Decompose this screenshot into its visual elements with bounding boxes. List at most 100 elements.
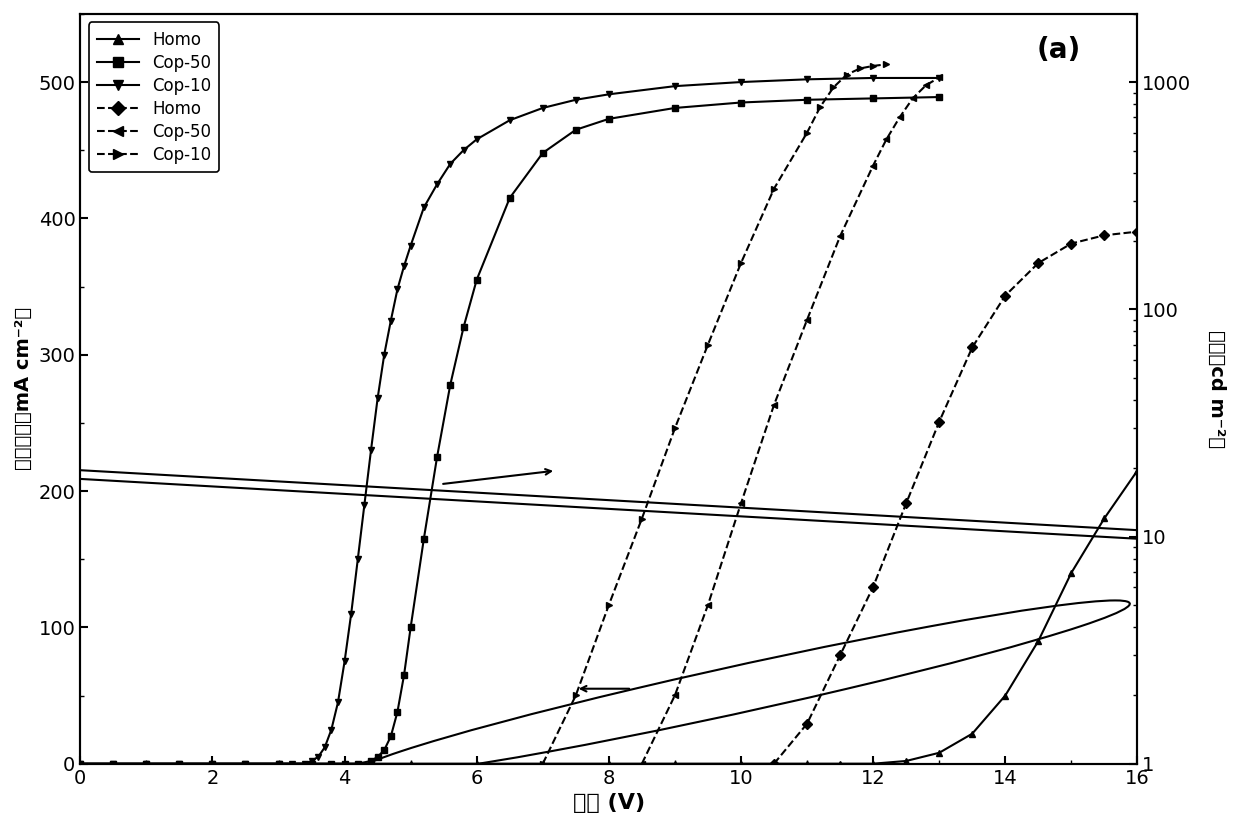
Cop-50_cd — [601, 114, 616, 124]
Cop-50_lum — [667, 691, 682, 700]
Cop-10_cd — [456, 146, 471, 155]
Cop-50_cd — [800, 95, 815, 105]
Cop-50_cd — [429, 452, 444, 462]
Cop-50_cd — [371, 752, 386, 762]
Cop-10_cd — [667, 81, 682, 91]
Cop-50_cd — [667, 103, 682, 113]
Cop-50_cd — [105, 758, 120, 768]
Homo_cd — [800, 758, 815, 768]
Cop-10_lum — [635, 514, 650, 523]
Cop-50_cd — [568, 125, 583, 135]
Cop-10_cd — [469, 134, 484, 144]
Cop-50_cd — [403, 623, 418, 633]
Cop-10_cd — [73, 758, 88, 768]
Cop-10_cd — [238, 758, 253, 768]
Cop-50_cd — [469, 275, 484, 284]
Cop-50_cd — [172, 758, 187, 768]
Homo_lum — [1130, 227, 1145, 237]
Cop-50_cd — [456, 323, 471, 332]
Cop-10_cd — [443, 159, 458, 169]
X-axis label: 电压 (V): 电压 (V) — [573, 793, 645, 813]
Cop-10_cd — [172, 758, 187, 768]
Homo_cd — [601, 758, 616, 768]
Cop-50_cd — [502, 193, 517, 203]
Cop-50_cd — [272, 758, 286, 768]
Cop-50_cd — [351, 758, 366, 768]
Homo_cd — [139, 758, 154, 768]
Cop-10_lum — [826, 83, 841, 93]
Cop-50_cd — [931, 92, 946, 102]
Homo_cd — [832, 758, 847, 768]
Homo_lum — [1064, 238, 1079, 248]
Cop-10_cd — [800, 74, 815, 84]
Homo_cd — [73, 758, 88, 768]
Cop-50_lum — [832, 232, 847, 241]
Homo_lum — [1097, 231, 1112, 241]
Line: Cop-50_cd: Cop-50_cd — [77, 93, 942, 767]
Cop-10_cd — [331, 697, 346, 707]
Homo_cd — [931, 748, 946, 758]
Homo_cd — [1030, 636, 1045, 646]
Cop-10_lum — [800, 127, 815, 137]
Cop-10_cd — [429, 179, 444, 189]
Homo_cd — [734, 758, 749, 768]
Cop-10_cd — [357, 500, 372, 509]
Homo_cd — [469, 758, 484, 768]
Cop-10_cd — [304, 756, 319, 766]
Cop-10_cd — [337, 657, 352, 667]
Homo_lum — [766, 758, 781, 768]
Cop-10_lum — [734, 258, 749, 268]
Cop-50_cd — [417, 533, 432, 543]
Homo_cd — [866, 758, 880, 768]
Y-axis label: 电流密度（mA cm⁻²）: 电流密度（mA cm⁻²） — [14, 307, 33, 471]
Cop-50_cd — [337, 758, 352, 768]
Homo_cd — [766, 758, 781, 768]
Cop-10_cd — [311, 752, 326, 762]
Homo_lum — [800, 719, 815, 729]
Line: Cop-10_cd: Cop-10_cd — [77, 74, 942, 767]
Cop-50_cd — [238, 758, 253, 768]
Cop-10_cd — [272, 758, 286, 768]
Cop-10_cd — [284, 758, 299, 768]
Cop-10_cd — [105, 758, 120, 768]
Cop-50_lum — [734, 499, 749, 509]
Cop-10_lum — [601, 600, 616, 609]
Homo_cd — [1130, 466, 1145, 476]
Cop-10_cd — [403, 241, 418, 251]
Legend: Homo, Cop-50, Cop-10, Homo, Cop-50, Cop-10: Homo, Cop-50, Cop-10, Homo, Cop-50, Cop-… — [88, 22, 219, 172]
Cop-50_lum — [931, 73, 946, 83]
Homo_cd — [667, 758, 682, 768]
Homo_cd — [1097, 514, 1112, 523]
Cop-10_cd — [317, 743, 332, 753]
Homo_cd — [205, 758, 219, 768]
Cop-50_cd — [304, 758, 319, 768]
Homo_cd — [899, 756, 914, 766]
Homo_lum — [998, 290, 1013, 300]
Cop-10_cd — [866, 73, 880, 83]
Cop-10_lum — [839, 69, 854, 79]
Cop-10_cd — [734, 77, 749, 87]
Cop-50_lum — [892, 112, 906, 122]
Line: Cop-10_lum: Cop-10_lum — [539, 61, 890, 767]
Homo_cd — [998, 691, 1013, 700]
Cop-10_cd — [383, 316, 398, 326]
Cop-50_cd — [139, 758, 154, 768]
Homo_lum — [965, 342, 980, 352]
Homo_cd — [965, 729, 980, 739]
Cop-50_cd — [377, 745, 392, 755]
Text: (a): (a) — [1037, 36, 1081, 65]
Cop-10_lum — [536, 758, 551, 768]
Cop-50_cd — [866, 93, 880, 103]
Homo_cd — [536, 758, 551, 768]
Cop-10_lum — [813, 102, 828, 112]
Cop-10_lum — [701, 340, 715, 350]
Cop-50_cd — [391, 707, 405, 717]
Cop-10_cd — [931, 73, 946, 83]
Cop-50_lum — [800, 315, 815, 325]
Line: Homo_lum: Homo_lum — [770, 228, 1141, 767]
Cop-10_cd — [363, 445, 378, 455]
Cop-10_cd — [568, 95, 583, 105]
Cop-10_cd — [601, 89, 616, 99]
Cop-50_cd — [363, 756, 378, 766]
Cop-10_lum — [866, 61, 880, 71]
